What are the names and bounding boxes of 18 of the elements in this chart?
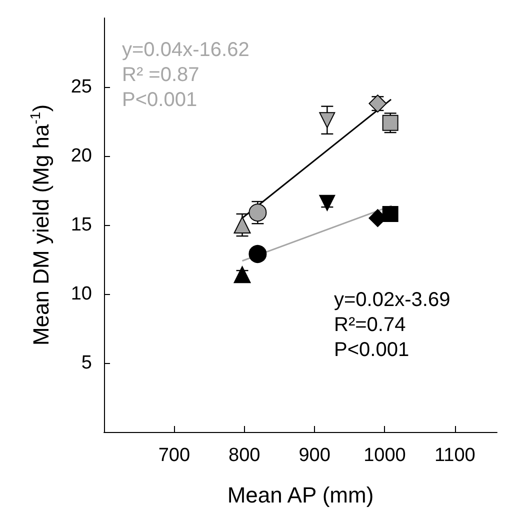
y-tick-label: 20 — [70, 146, 92, 166]
x-tick-label: 900 — [298, 445, 330, 466]
annotation: P<0.001 — [334, 339, 410, 361]
y-tick-label: 15 — [70, 214, 92, 236]
annotation: R²=0.74 — [334, 314, 406, 336]
y-tick-label: 5 — [81, 352, 92, 374]
x-tick-label: 1000 — [364, 445, 406, 466]
annotation: y=0.04x-16.62 — [122, 39, 250, 61]
annotation: R² =0.87 — [122, 64, 200, 86]
y-tick-label: 25 — [70, 76, 92, 98]
x-tick-label: 1100 — [434, 445, 476, 466]
y-tick-label: 10 — [70, 284, 92, 304]
y-axis-title: Mean DM yield (Mg ha-1) — [27, 104, 54, 346]
annotation: P<0.001 — [122, 89, 198, 111]
x-axis-title: Mean AP (mm) — [227, 482, 374, 508]
x-tick-label: 700 — [158, 445, 190, 466]
x-tick-label: 800 — [228, 445, 260, 466]
annotation: y=0.02x-3.69 — [334, 289, 450, 311]
